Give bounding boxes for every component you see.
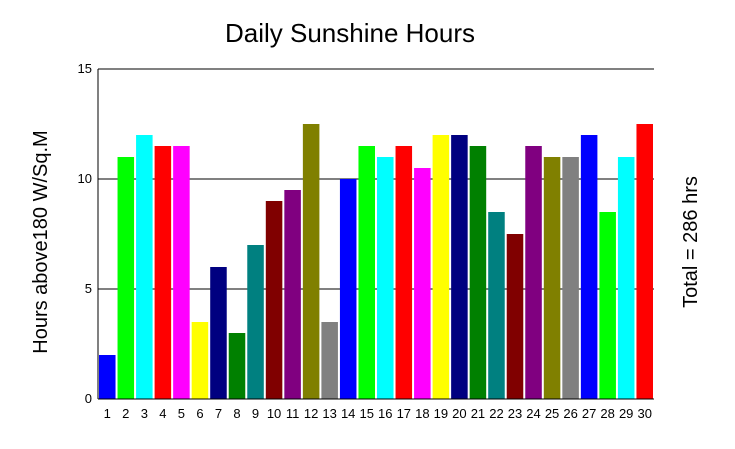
bar-day-21 — [469, 146, 487, 399]
bar-day-13 — [321, 322, 338, 399]
x-tick-label: 14 — [341, 406, 355, 421]
bar-day-7 — [210, 267, 227, 399]
bar-day-23 — [506, 234, 524, 399]
x-tick-label: 18 — [415, 406, 429, 421]
x-tick-label: 26 — [563, 406, 577, 421]
x-tick-label: 17 — [397, 406, 411, 421]
bar-day-8 — [228, 333, 246, 399]
bar-day-11 — [284, 190, 301, 399]
x-tick-label: 28 — [600, 406, 614, 421]
x-tick-label: 3 — [141, 406, 148, 421]
x-tick-label: 16 — [378, 406, 392, 421]
x-tick-label: 20 — [452, 406, 466, 421]
bar-day-27 — [580, 135, 598, 399]
bar-day-3 — [136, 135, 153, 399]
bar-day-1 — [99, 355, 116, 399]
x-tick-label: 25 — [545, 406, 559, 421]
x-tick-label: 7 — [215, 406, 222, 421]
x-tick-label: 5 — [178, 406, 185, 421]
bar-day-25 — [543, 157, 561, 399]
x-tick-label: 30 — [637, 406, 651, 421]
x-tick-label: 9 — [252, 406, 259, 421]
x-tick-label: 13 — [322, 406, 336, 421]
x-tick-label: 4 — [159, 406, 166, 421]
bar-day-2 — [117, 157, 135, 399]
x-tick-label: 8 — [233, 406, 240, 421]
bar-day-24 — [525, 146, 542, 399]
y-tick-labels: 0 5 10 15 — [78, 61, 92, 406]
bar-day-18 — [414, 168, 431, 399]
y-tick-label: 5 — [85, 281, 92, 296]
bar-day-9 — [247, 245, 264, 399]
bar-day-10 — [265, 201, 283, 399]
x-tick-labels: 1 2 3 4 5 6 7 8 9 10 11 12 13 14 15 16 17 18 19 20 21 22 23 24 2… — [104, 406, 652, 421]
bar-day-28 — [599, 212, 616, 399]
y-tick-label: 15 — [78, 61, 92, 76]
x-tick-label: 10 — [267, 406, 281, 421]
bar-day-15 — [358, 146, 375, 399]
x-tick-label: 23 — [508, 406, 522, 421]
x-tick-label: 22 — [489, 406, 503, 421]
x-tick-label: 21 — [471, 406, 485, 421]
x-tick-label: 19 — [434, 406, 448, 421]
bar-day-29 — [617, 157, 635, 399]
bar-day-19 — [432, 135, 450, 399]
x-tick-label: 15 — [359, 406, 373, 421]
x-tick-label: 12 — [304, 406, 318, 421]
axes — [97, 69, 654, 400]
gridlines — [98, 68, 654, 290]
y-tick-label: 10 — [78, 171, 92, 186]
x-tick-label: 1 — [104, 406, 111, 421]
x-tick-label: 11 — [286, 406, 300, 421]
bar-day-30 — [636, 124, 653, 399]
bar-day-12 — [302, 124, 320, 399]
right-total-label: Total = 286 hrs — [680, 176, 702, 308]
x-tick-label: 27 — [582, 406, 596, 421]
x-tick-label: 24 — [526, 406, 540, 421]
x-tick-label: 29 — [619, 406, 633, 421]
bar-day-14 — [339, 179, 357, 399]
bar-day-22 — [488, 212, 505, 399]
y-axis-label: Hours above180 W/Sq.M — [30, 130, 52, 353]
bar-day-26 — [562, 157, 579, 399]
chart-title: Daily Sunshine Hours — [225, 18, 475, 48]
bar-day-16 — [377, 157, 394, 399]
bar-day-17 — [395, 146, 413, 399]
x-tick-label: 6 — [196, 406, 203, 421]
x-tick-label: 2 — [122, 406, 129, 421]
bars — [99, 124, 653, 399]
bar-day-5 — [173, 146, 190, 399]
y-tick-label: 0 — [85, 391, 92, 406]
bar-day-20 — [451, 135, 468, 399]
bar-day-4 — [154, 146, 172, 399]
bar-day-6 — [191, 322, 209, 399]
